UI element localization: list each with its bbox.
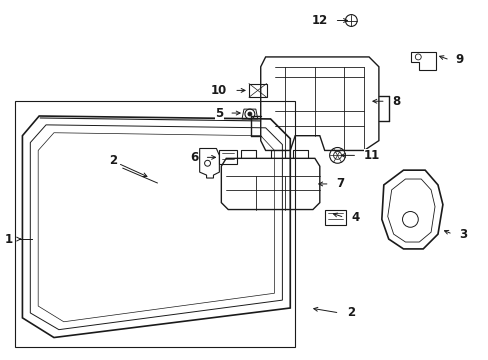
Text: 12: 12 [311,14,327,27]
Text: 2: 2 [346,306,355,319]
Text: 9: 9 [455,53,463,66]
Text: 2: 2 [109,154,117,167]
Text: 7: 7 [336,177,344,190]
Text: 3: 3 [459,228,467,240]
Bar [15,101,295,347]
Text: 11: 11 [364,149,380,162]
Text: 4: 4 [350,211,359,224]
Circle shape [247,112,251,116]
Text: 1: 1 [4,233,13,246]
Text: 10: 10 [210,84,227,97]
Text: 8: 8 [392,95,400,108]
Text: 5: 5 [215,107,223,120]
Text: 6: 6 [190,151,198,164]
